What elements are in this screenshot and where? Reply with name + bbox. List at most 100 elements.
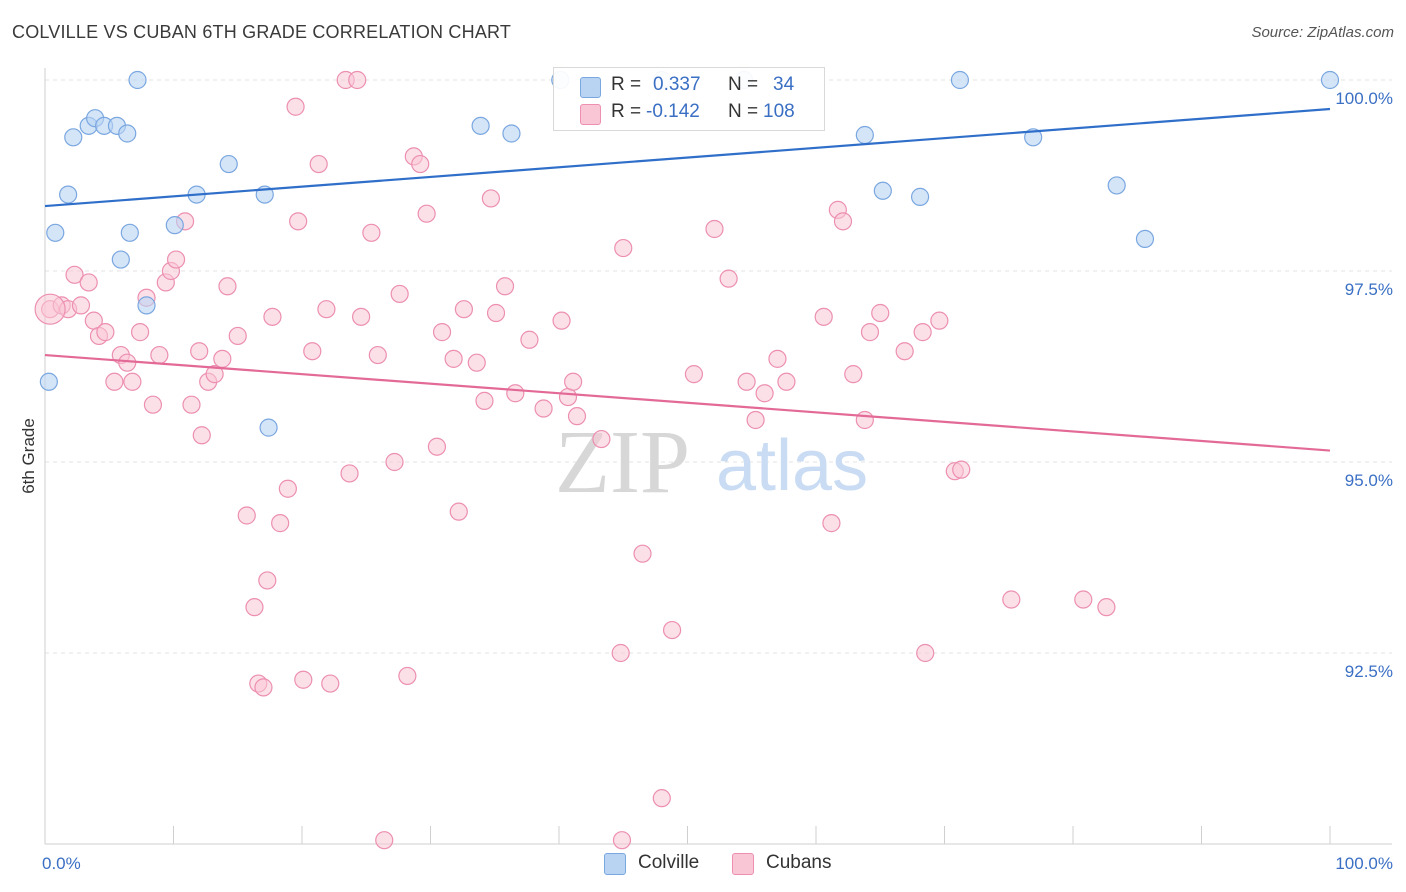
cubans-point (303, 342, 322, 361)
cubans-point (449, 502, 468, 521)
cubans-point (143, 395, 163, 414)
cubans-point (486, 303, 506, 323)
legend-r-label: R = (611, 74, 642, 95)
cubans-swatch (580, 104, 601, 125)
cubans-point (454, 300, 474, 319)
legend-r-value: 0.337 (653, 74, 701, 95)
cubans-point (245, 598, 264, 617)
colville-point (502, 124, 521, 143)
colville-point (128, 70, 147, 90)
cubans-point (844, 365, 863, 384)
cubans-point (254, 678, 273, 697)
cubans-point (385, 452, 404, 472)
cubans-point (286, 97, 305, 116)
legend-n-label: N = (728, 101, 759, 122)
cubans-point (258, 571, 277, 590)
cubans-point (1097, 598, 1116, 617)
legend-r-label: R = (611, 101, 642, 122)
cubans-point (71, 296, 91, 315)
cubans-legend-label: Cubans (766, 852, 832, 873)
cubans-point (123, 372, 142, 391)
cubans-point (417, 204, 436, 223)
cubans-point (182, 395, 201, 414)
cubans-swatch (732, 853, 754, 875)
colville-point (137, 296, 156, 315)
cubans-point (444, 349, 463, 368)
colville-trend-line (44, 107, 1331, 208)
watermark: ZIP atlas (555, 413, 868, 512)
cubans-point (662, 620, 682, 640)
cubans-point (467, 353, 486, 372)
cubans-point (130, 323, 150, 342)
colville-point (1135, 229, 1155, 249)
colville-point (111, 250, 130, 269)
cubans-point (352, 307, 371, 326)
legend-row-colville: R = 0.337 N = 34 (554, 74, 824, 100)
y-tick-label: 92.5% (1345, 662, 1393, 681)
colville-swatch (604, 853, 626, 875)
legend-r-value: -0.142 (646, 101, 700, 122)
cubans-point (737, 372, 756, 391)
cubans-point (96, 323, 115, 342)
cubans-point (895, 342, 914, 361)
trend-lines (44, 107, 1331, 452)
y-axis-title: 6th Grade (19, 418, 38, 494)
cubans-point (777, 372, 796, 391)
cubans-point (833, 212, 853, 231)
cubans-point (564, 372, 583, 391)
cubans-point (506, 384, 525, 403)
cubans-point (495, 277, 515, 296)
cubans-point (1074, 590, 1093, 609)
cubans-point (592, 429, 611, 449)
colville-point (855, 125, 874, 145)
cubans-point (534, 399, 553, 418)
colville-point (1320, 70, 1340, 90)
cubans-point (340, 464, 359, 483)
cubans-point (755, 384, 774, 403)
legend-n-value: 34 (773, 74, 795, 95)
cubans-point (814, 307, 833, 326)
cubans-point (263, 307, 282, 326)
colville-point (219, 154, 238, 174)
cubans-point (614, 238, 633, 258)
watermark-atlas: atlas (716, 426, 868, 506)
cubans-point (1002, 590, 1021, 609)
cubans-point (558, 387, 578, 407)
cubans-point (705, 219, 724, 239)
colville-point (64, 128, 83, 147)
colville-point (59, 185, 78, 204)
cubans-point (611, 643, 630, 663)
cubans-point (612, 831, 632, 850)
cubans-point (317, 300, 336, 319)
y-tick-label: 95.0% (1345, 471, 1393, 490)
cubans-point (633, 544, 652, 563)
cubans-point (190, 342, 209, 361)
colville-point (46, 223, 65, 242)
cubans-point-cluster (34, 293, 66, 325)
colville-point (910, 187, 930, 206)
cubans-point (213, 349, 232, 368)
cubans-point (166, 250, 186, 269)
cubans-point (271, 514, 290, 533)
cubans-point (930, 311, 949, 330)
cubans-point (520, 330, 539, 349)
colville-point (259, 418, 278, 437)
cubans-point (567, 407, 587, 426)
cubans-point (294, 670, 313, 689)
cubans-point (427, 437, 447, 456)
cubans-point (368, 345, 387, 365)
legend-n-label: N = (728, 74, 759, 95)
colville-point (39, 372, 58, 391)
cubans-point (398, 666, 417, 686)
cubans-point (552, 311, 571, 330)
cubans-point (652, 789, 671, 808)
cubans-point (150, 345, 169, 365)
cubans-point (218, 277, 237, 296)
cubans-point (228, 326, 247, 346)
cubans-point (481, 189, 500, 208)
cubans-point (348, 70, 367, 90)
cubans-point (65, 265, 84, 284)
cubans-points (34, 70, 1116, 850)
cubans-point (768, 349, 787, 368)
